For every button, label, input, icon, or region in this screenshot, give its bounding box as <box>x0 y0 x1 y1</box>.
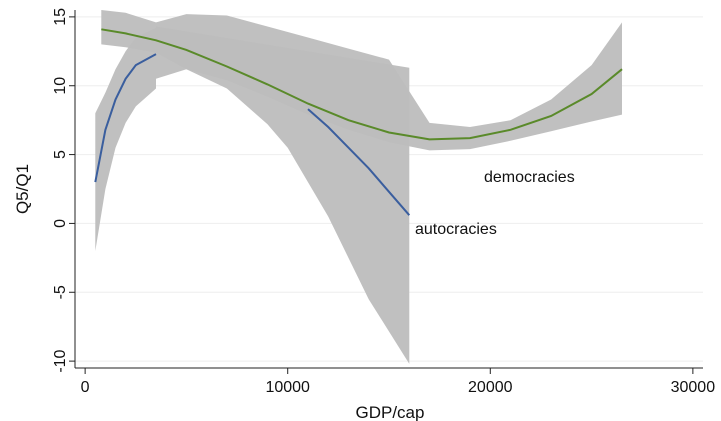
confidence-bands <box>95 10 623 364</box>
autocracies-confidence-band <box>95 27 156 252</box>
series-lines <box>94 28 623 216</box>
x-tick-label-2: 20000 <box>468 379 513 396</box>
y-tick-label-0: -10 <box>52 349 69 372</box>
x-tick-label-3: 30000 <box>671 379 716 396</box>
x-tick-label-1: 10000 <box>265 379 310 396</box>
autocracies-line-high <box>307 108 411 216</box>
autocracies-label: autocracies <box>415 221 497 238</box>
democracies-label: democracies <box>484 169 575 186</box>
y-tick-label-3: 5 <box>52 150 69 159</box>
y-tick-label-5: 15 <box>52 8 69 26</box>
y-axis-title: Q5/Q1 <box>13 164 32 214</box>
autocracies-line-low <box>94 53 157 183</box>
x-axis-title: GDP/cap <box>356 403 425 421</box>
x-tick-label-0: 0 <box>81 379 90 396</box>
tick-labels: 0 10000 20000 30000 -10 -5 0 5 10 15 <box>52 8 715 396</box>
y-tick-label-2: 0 <box>52 219 69 228</box>
axes <box>74 10 703 369</box>
democracies-line <box>101 28 623 141</box>
autocracies-confidence-band-tail <box>156 26 410 364</box>
y-tick-label-4: 10 <box>52 77 69 95</box>
y-tick-label-1: -5 <box>52 285 69 299</box>
